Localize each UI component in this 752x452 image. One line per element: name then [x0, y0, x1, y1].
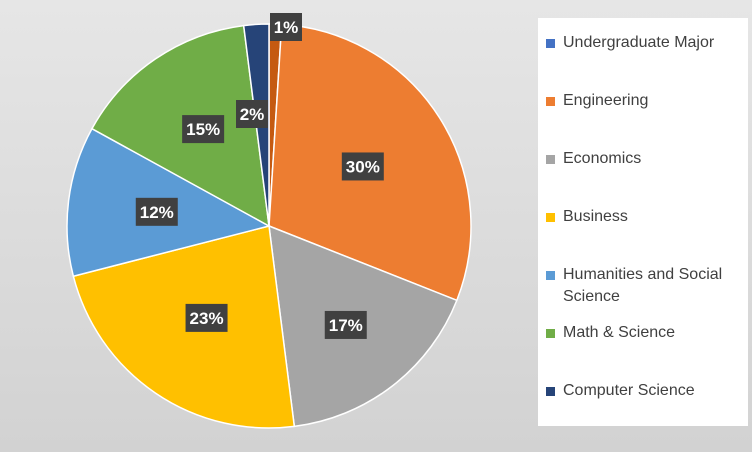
- data-label-math-and-science: 15%: [182, 115, 225, 144]
- data-label-box: [182, 115, 225, 144]
- pie-slice-math-and-science: [90, 24, 270, 228]
- data-label-box: [135, 197, 178, 226]
- data-label-text: 12%: [140, 203, 174, 222]
- legend-item-engineering: Engineering: [546, 90, 742, 112]
- legend-label: Economics: [563, 150, 642, 167]
- data-label-box: [185, 303, 228, 332]
- data-label-computer-science: 2%: [236, 100, 268, 128]
- legend-swatch: [546, 387, 555, 396]
- data-label-business: 23%: [185, 303, 228, 332]
- data-label-text: 2%: [240, 105, 265, 124]
- legend: Undergraduate Major Engineering Economics B…: [538, 18, 748, 426]
- data-label-box: [341, 152, 384, 181]
- legend-item-undergraduate-major: Undergraduate Major: [546, 32, 742, 54]
- data-label-economics: 17%: [324, 310, 367, 339]
- legend-item-math-and-science: Math & Science: [546, 322, 742, 344]
- pie-slice-business: [72, 225, 296, 429]
- legend-label: Undergraduate Major: [563, 34, 715, 51]
- data-label-engineering: 30%: [341, 152, 384, 181]
- legend-item-computer-science: Computer Science: [546, 380, 742, 402]
- legend-item-humanities-and-social-science: Humanities and Social Science: [546, 264, 742, 308]
- legend-swatch: [546, 271, 555, 280]
- data-label-box: [236, 100, 268, 128]
- legend-label: Computer Science: [563, 382, 695, 399]
- data-label-box: [270, 13, 302, 41]
- pie-plot: 1% 30% 17% 23% 12% 15% 2%: [66, 13, 472, 429]
- data-label-box: [324, 310, 367, 339]
- legend-swatch: [546, 97, 555, 106]
- legend-swatch: [546, 39, 555, 48]
- legend-item-economics: Economics: [546, 148, 742, 170]
- legend-item-business: Business: [546, 206, 742, 228]
- data-label-undergraduate-major: 1%: [270, 13, 302, 41]
- legend-label: Math & Science: [563, 324, 676, 341]
- legend-swatch: [546, 155, 555, 164]
- data-label-text: 30%: [346, 157, 380, 176]
- legend-swatch: [546, 329, 555, 338]
- legend-label: Business: [563, 208, 628, 225]
- legend-label: Engineering: [563, 92, 649, 109]
- data-label-text: 15%: [186, 120, 220, 139]
- legend-swatch: [546, 213, 555, 222]
- data-label-humanities-and-social-science: 12%: [135, 197, 178, 226]
- data-label-text: 23%: [190, 309, 224, 328]
- data-label-text: 1%: [274, 18, 299, 37]
- legend-label: Humanities and Social Science: [563, 266, 723, 305]
- data-label-text: 17%: [329, 316, 363, 335]
